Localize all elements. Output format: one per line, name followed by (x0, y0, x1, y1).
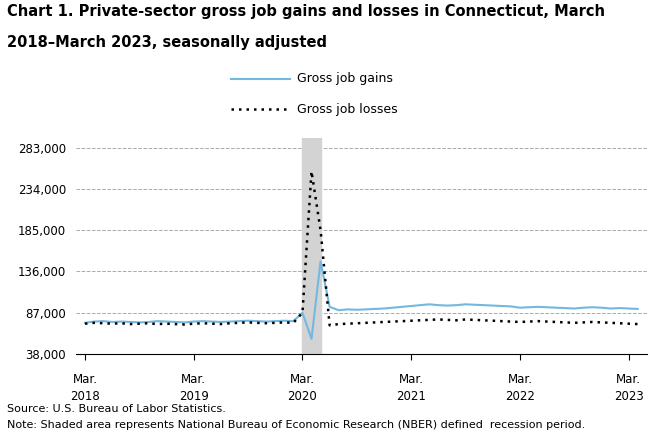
Text: Mar.: Mar. (399, 373, 424, 386)
Gross job gains (126, 319, 134, 325)
Text: 2019: 2019 (179, 390, 209, 403)
Gross job gains (308, 336, 315, 341)
Text: 2022: 2022 (505, 390, 535, 403)
Text: Mar.: Mar. (616, 373, 641, 386)
Text: Chart 1. Private-sector gross job gains and losses in Connecticut, March: Chart 1. Private-sector gross job gains … (7, 4, 605, 19)
Gross job losses (226, 321, 234, 326)
Gross job gains (189, 319, 197, 324)
Gross job gains (81, 320, 89, 326)
Gross job gains (434, 302, 442, 308)
Gross job gains (226, 319, 234, 324)
Gross job losses (434, 317, 442, 322)
Text: 2023: 2023 (614, 390, 644, 403)
Text: Mar.: Mar. (290, 373, 315, 386)
Gross job gains (317, 259, 325, 264)
Text: Mar.: Mar. (73, 373, 98, 386)
Text: Mar.: Mar. (508, 373, 533, 386)
Gross job gains (634, 306, 642, 312)
Text: 2018–March 2023, seasonally adjusted: 2018–March 2023, seasonally adjusted (7, 35, 327, 50)
Text: Gross job losses: Gross job losses (297, 103, 397, 116)
Text: Note: Shaded area represents National Bureau of Economic Research (NBER) defined: Note: Shaded area represents National Bu… (7, 420, 585, 430)
Gross job losses (189, 321, 197, 326)
Text: 2020: 2020 (288, 390, 317, 403)
Gross job losses (371, 320, 379, 325)
Text: Gross job gains: Gross job gains (297, 72, 393, 85)
Bar (302, 138, 321, 354)
Gross job losses (81, 321, 89, 326)
Text: Mar.: Mar. (182, 373, 206, 386)
Gross job losses (579, 320, 587, 325)
Text: 2018: 2018 (70, 390, 100, 403)
Text: Source: U.S. Bureau of Labor Statistics.: Source: U.S. Bureau of Labor Statistics. (7, 404, 226, 414)
Gross job gains (579, 305, 587, 310)
Line: Gross job losses: Gross job losses (85, 171, 638, 326)
Gross job losses (126, 322, 134, 327)
Gross job losses (325, 323, 333, 328)
Gross job gains (371, 306, 379, 312)
Gross job losses (308, 169, 315, 174)
Gross job losses (634, 322, 642, 327)
Line: Gross job gains: Gross job gains (85, 261, 638, 339)
Text: 2021: 2021 (396, 390, 426, 403)
